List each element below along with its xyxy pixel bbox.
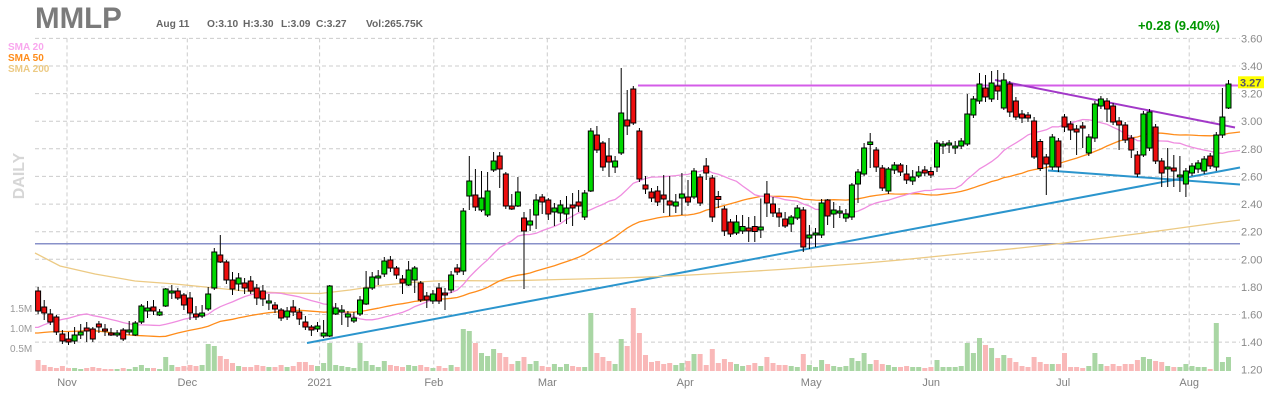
svg-text:SMA 50: SMA 50	[8, 53, 44, 64]
svg-text:2021: 2021	[307, 377, 331, 389]
svg-text:Jul: Jul	[1056, 377, 1070, 389]
svg-text:1.0M: 1.0M	[10, 324, 32, 335]
svg-text:Vol:265.75K: Vol:265.75K	[366, 19, 424, 30]
svg-text:MMLP: MMLP	[35, 2, 122, 35]
svg-text:DAILY: DAILY	[11, 152, 28, 199]
svg-text:SMA 200: SMA 200	[8, 64, 50, 75]
svg-text:+0.28 (9.40%): +0.28 (9.40%)	[1138, 18, 1220, 33]
svg-text:1.20: 1.20	[1241, 365, 1262, 377]
svg-text:1.5M: 1.5M	[10, 304, 32, 315]
svg-text:2.40: 2.40	[1241, 199, 1262, 211]
svg-text:L:3.09: L:3.09	[281, 19, 311, 30]
svg-text:3.40: 3.40	[1241, 61, 1262, 73]
svg-text:1.40: 1.40	[1241, 337, 1262, 349]
svg-text:2.60: 2.60	[1241, 171, 1262, 183]
svg-text:2.20: 2.20	[1241, 227, 1262, 239]
svg-text:2.00: 2.00	[1241, 254, 1262, 266]
svg-text:3.00: 3.00	[1241, 116, 1262, 128]
svg-text:Dec: Dec	[178, 377, 198, 389]
svg-text:Feb: Feb	[424, 377, 443, 389]
svg-text:Mar: Mar	[538, 377, 557, 389]
svg-text:Nov: Nov	[57, 377, 77, 389]
svg-text:1.60: 1.60	[1241, 310, 1262, 322]
svg-text:O:3.10: O:3.10	[207, 19, 238, 30]
svg-text:May: May	[801, 377, 822, 389]
svg-text:Jun: Jun	[922, 377, 940, 389]
svg-text:1.80: 1.80	[1241, 282, 1262, 294]
svg-text:3.27: 3.27	[1240, 77, 1261, 89]
svg-text:Apr: Apr	[677, 377, 694, 389]
svg-text:0.5M: 0.5M	[10, 344, 32, 355]
svg-text:SMA 20: SMA 20	[8, 42, 44, 53]
svg-text:3.20: 3.20	[1241, 89, 1262, 101]
svg-text:2.80: 2.80	[1241, 144, 1262, 156]
svg-text:Aug 11: Aug 11	[156, 19, 190, 30]
svg-text:H:3.30: H:3.30	[243, 19, 274, 30]
svg-text:Aug: Aug	[1179, 377, 1199, 389]
svg-text:C:3.27: C:3.27	[316, 19, 347, 30]
svg-text:3.60: 3.60	[1241, 33, 1262, 45]
